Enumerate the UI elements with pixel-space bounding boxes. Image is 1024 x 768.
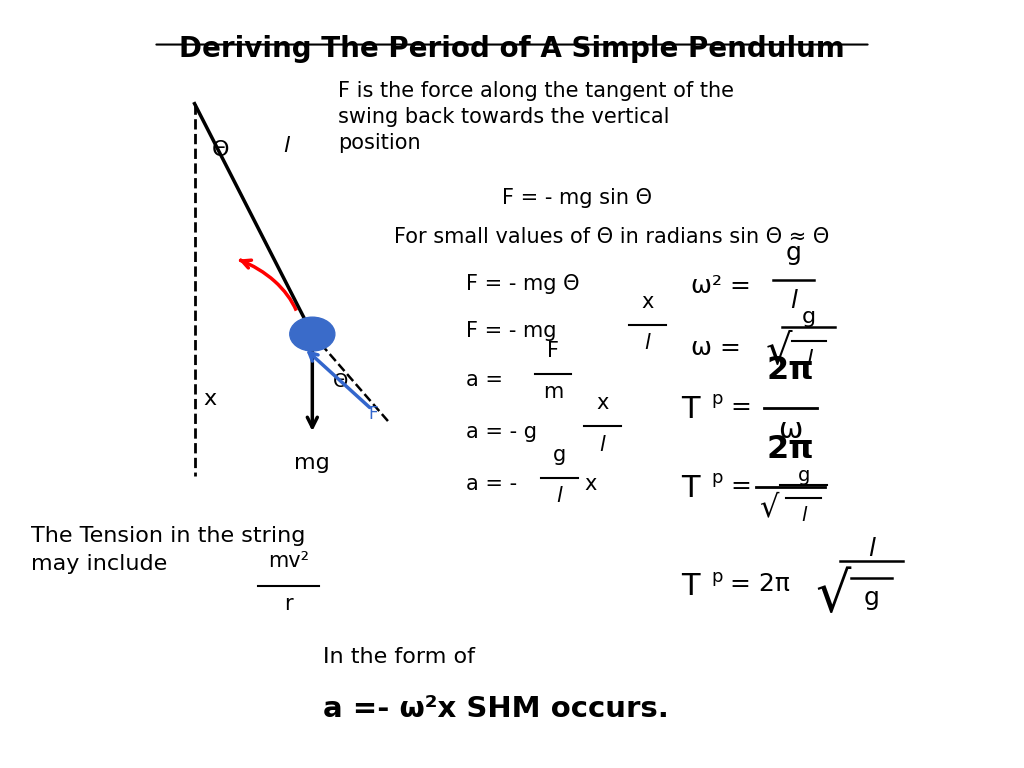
Circle shape [290,317,335,351]
Text: √: √ [759,493,778,522]
Text: F: F [369,405,378,422]
Text: T: T [681,395,699,424]
Text: x: x [641,292,653,312]
Text: l: l [801,506,807,525]
Text: g: g [785,241,802,265]
Text: l: l [556,486,562,506]
Text: F = - mg Θ: F = - mg Θ [466,274,580,294]
Text: a =- ω²x SHM occurs.: a =- ω²x SHM occurs. [323,695,669,723]
Text: F is the force along the tangent of the
swing back towards the vertical
position: F is the force along the tangent of the … [338,81,734,154]
Text: l: l [284,136,290,156]
Text: m: m [543,382,563,402]
Text: ω: ω [778,416,803,444]
Text: a = -: a = - [466,474,517,494]
Text: g: g [802,307,816,327]
Text: For small values of Θ in radians sin Θ ≈ Θ: For small values of Θ in radians sin Θ ≈… [394,227,829,247]
Text: Deriving The Period of A Simple Pendulum: Deriving The Period of A Simple Pendulum [179,35,845,62]
Text: a = - g: a = - g [466,422,537,442]
Text: =: = [730,395,751,419]
Text: a =: a = [466,370,503,390]
Text: x: x [596,393,608,413]
Text: mv²: mv² [268,551,309,571]
Text: x: x [585,474,597,494]
Text: In the form of: In the form of [323,647,474,667]
Text: l: l [644,333,650,353]
Text: p: p [712,390,723,408]
Text: =: = [730,474,751,498]
Text: l: l [806,349,812,369]
Text: l: l [599,435,605,455]
Text: l: l [868,537,874,561]
Text: = 2π: = 2π [730,572,790,596]
Text: F: F [547,341,559,361]
Text: 2π: 2π [767,434,814,465]
Text: p: p [712,469,723,487]
Text: p: p [712,568,723,585]
Text: l: l [791,289,797,313]
Text: Θ: Θ [333,372,349,391]
Text: g: g [798,466,810,485]
Text: g: g [553,445,565,465]
Text: F = - mg: F = - mg [466,321,556,341]
Text: ω =: ω = [691,336,741,360]
Text: F = - mg sin Θ: F = - mg sin Θ [502,188,651,208]
Text: T: T [681,572,699,601]
Text: 2π: 2π [767,355,814,386]
Text: √: √ [815,570,851,624]
Text: T: T [681,474,699,503]
Text: ω² =: ω² = [691,274,751,298]
Text: r: r [285,594,293,614]
Text: √: √ [766,330,793,372]
Text: The Tension in the string
may include: The Tension in the string may include [31,526,305,574]
Text: mg: mg [295,453,330,473]
Text: g: g [863,586,880,610]
Text: Θ: Θ [211,140,229,160]
Text: x: x [204,389,216,409]
